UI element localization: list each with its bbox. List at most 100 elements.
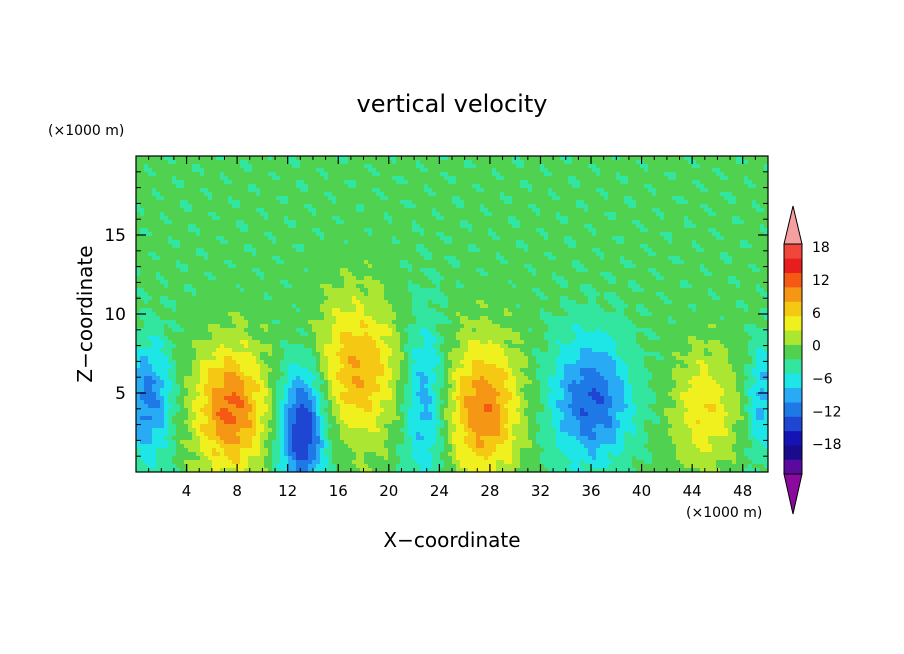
field-cell <box>324 164 329 169</box>
field-cell <box>328 252 333 257</box>
field-cell <box>240 264 245 269</box>
field-cell <box>272 208 277 213</box>
field-cell <box>540 180 545 185</box>
field-cell <box>292 244 297 249</box>
field-cell <box>548 204 553 209</box>
field-cell <box>560 276 565 281</box>
field-cell <box>276 248 281 253</box>
field-cell <box>152 256 157 261</box>
field-cell <box>664 276 669 281</box>
field-cell <box>616 264 621 269</box>
field-cell <box>436 272 441 277</box>
field-cell <box>168 252 173 257</box>
field-cell <box>560 160 565 165</box>
field-cell <box>308 240 313 245</box>
field-cell <box>528 276 533 281</box>
field-cell <box>260 256 265 261</box>
field-cell <box>164 180 169 185</box>
field-cell <box>360 228 365 233</box>
field-cell <box>464 224 469 229</box>
field-cell <box>684 176 689 181</box>
field-cell <box>592 212 597 217</box>
field-cell <box>220 248 225 253</box>
field-cell <box>604 172 609 177</box>
field-cell <box>508 192 513 197</box>
field-cell <box>388 216 393 221</box>
field-cell <box>464 236 469 241</box>
field-cell <box>600 180 605 185</box>
field-cell <box>460 168 465 173</box>
field-cell <box>208 248 213 253</box>
field-cell <box>460 216 465 221</box>
field-cell <box>672 172 677 177</box>
field-cell <box>468 224 473 229</box>
field-cell <box>140 204 145 209</box>
field-cell <box>552 192 557 197</box>
field-cell <box>196 232 201 237</box>
field-cell <box>188 176 193 181</box>
field-cell <box>732 164 737 169</box>
field-cell <box>472 272 477 277</box>
field-cell <box>260 212 265 217</box>
field-cell <box>200 204 205 209</box>
field-cell <box>348 216 353 221</box>
field-cell <box>220 224 225 229</box>
field-cell <box>416 232 421 237</box>
field-cell <box>396 244 401 249</box>
field-cell <box>564 192 569 197</box>
field-cell <box>408 268 413 273</box>
field-cell <box>500 248 505 253</box>
field-cell <box>492 196 497 201</box>
field-cell <box>444 212 449 217</box>
field-cell <box>168 244 173 249</box>
field-cell <box>388 248 393 253</box>
field-cell <box>424 180 429 185</box>
field-cell <box>676 244 681 249</box>
field-cell <box>420 252 425 257</box>
field-cell <box>400 264 405 269</box>
field-cell <box>436 192 441 197</box>
field-cell <box>384 200 389 205</box>
field-cell <box>368 164 373 169</box>
field-cell <box>524 212 529 217</box>
field-cell <box>220 220 225 225</box>
field-cell <box>556 224 561 229</box>
field-cell <box>316 188 321 193</box>
field-cell <box>676 240 681 245</box>
field-cell <box>388 240 393 245</box>
field-cell <box>684 156 689 161</box>
field-cell <box>248 220 253 225</box>
field-cell <box>200 180 205 185</box>
field-cell <box>192 256 197 261</box>
field-cell <box>384 236 389 241</box>
field-cell <box>756 236 761 241</box>
field-cell <box>192 216 197 221</box>
field-cell <box>172 228 177 233</box>
field-cell <box>456 168 461 173</box>
field-cell <box>388 164 393 169</box>
field-cell <box>760 172 765 177</box>
field-cell <box>504 260 509 265</box>
field-cell <box>316 240 321 245</box>
field-cell <box>208 156 213 161</box>
field-cell <box>168 168 173 173</box>
field-cell <box>252 240 257 245</box>
field-cell <box>732 212 737 217</box>
field-cell <box>624 176 629 181</box>
field-cell <box>560 220 565 225</box>
field-cell <box>300 172 305 177</box>
field-cell <box>412 180 417 185</box>
field-cell <box>708 188 713 193</box>
field-cell <box>456 260 461 265</box>
field-cell <box>468 168 473 173</box>
field-cell <box>352 232 357 237</box>
field-cell <box>720 192 725 197</box>
field-cell <box>528 240 533 245</box>
field-cell <box>484 168 489 173</box>
field-cell <box>480 224 485 229</box>
field-cell <box>492 244 497 249</box>
field-cell <box>652 176 657 181</box>
field-cell <box>196 224 201 229</box>
field-cell <box>672 268 677 273</box>
field-cell <box>404 216 409 221</box>
